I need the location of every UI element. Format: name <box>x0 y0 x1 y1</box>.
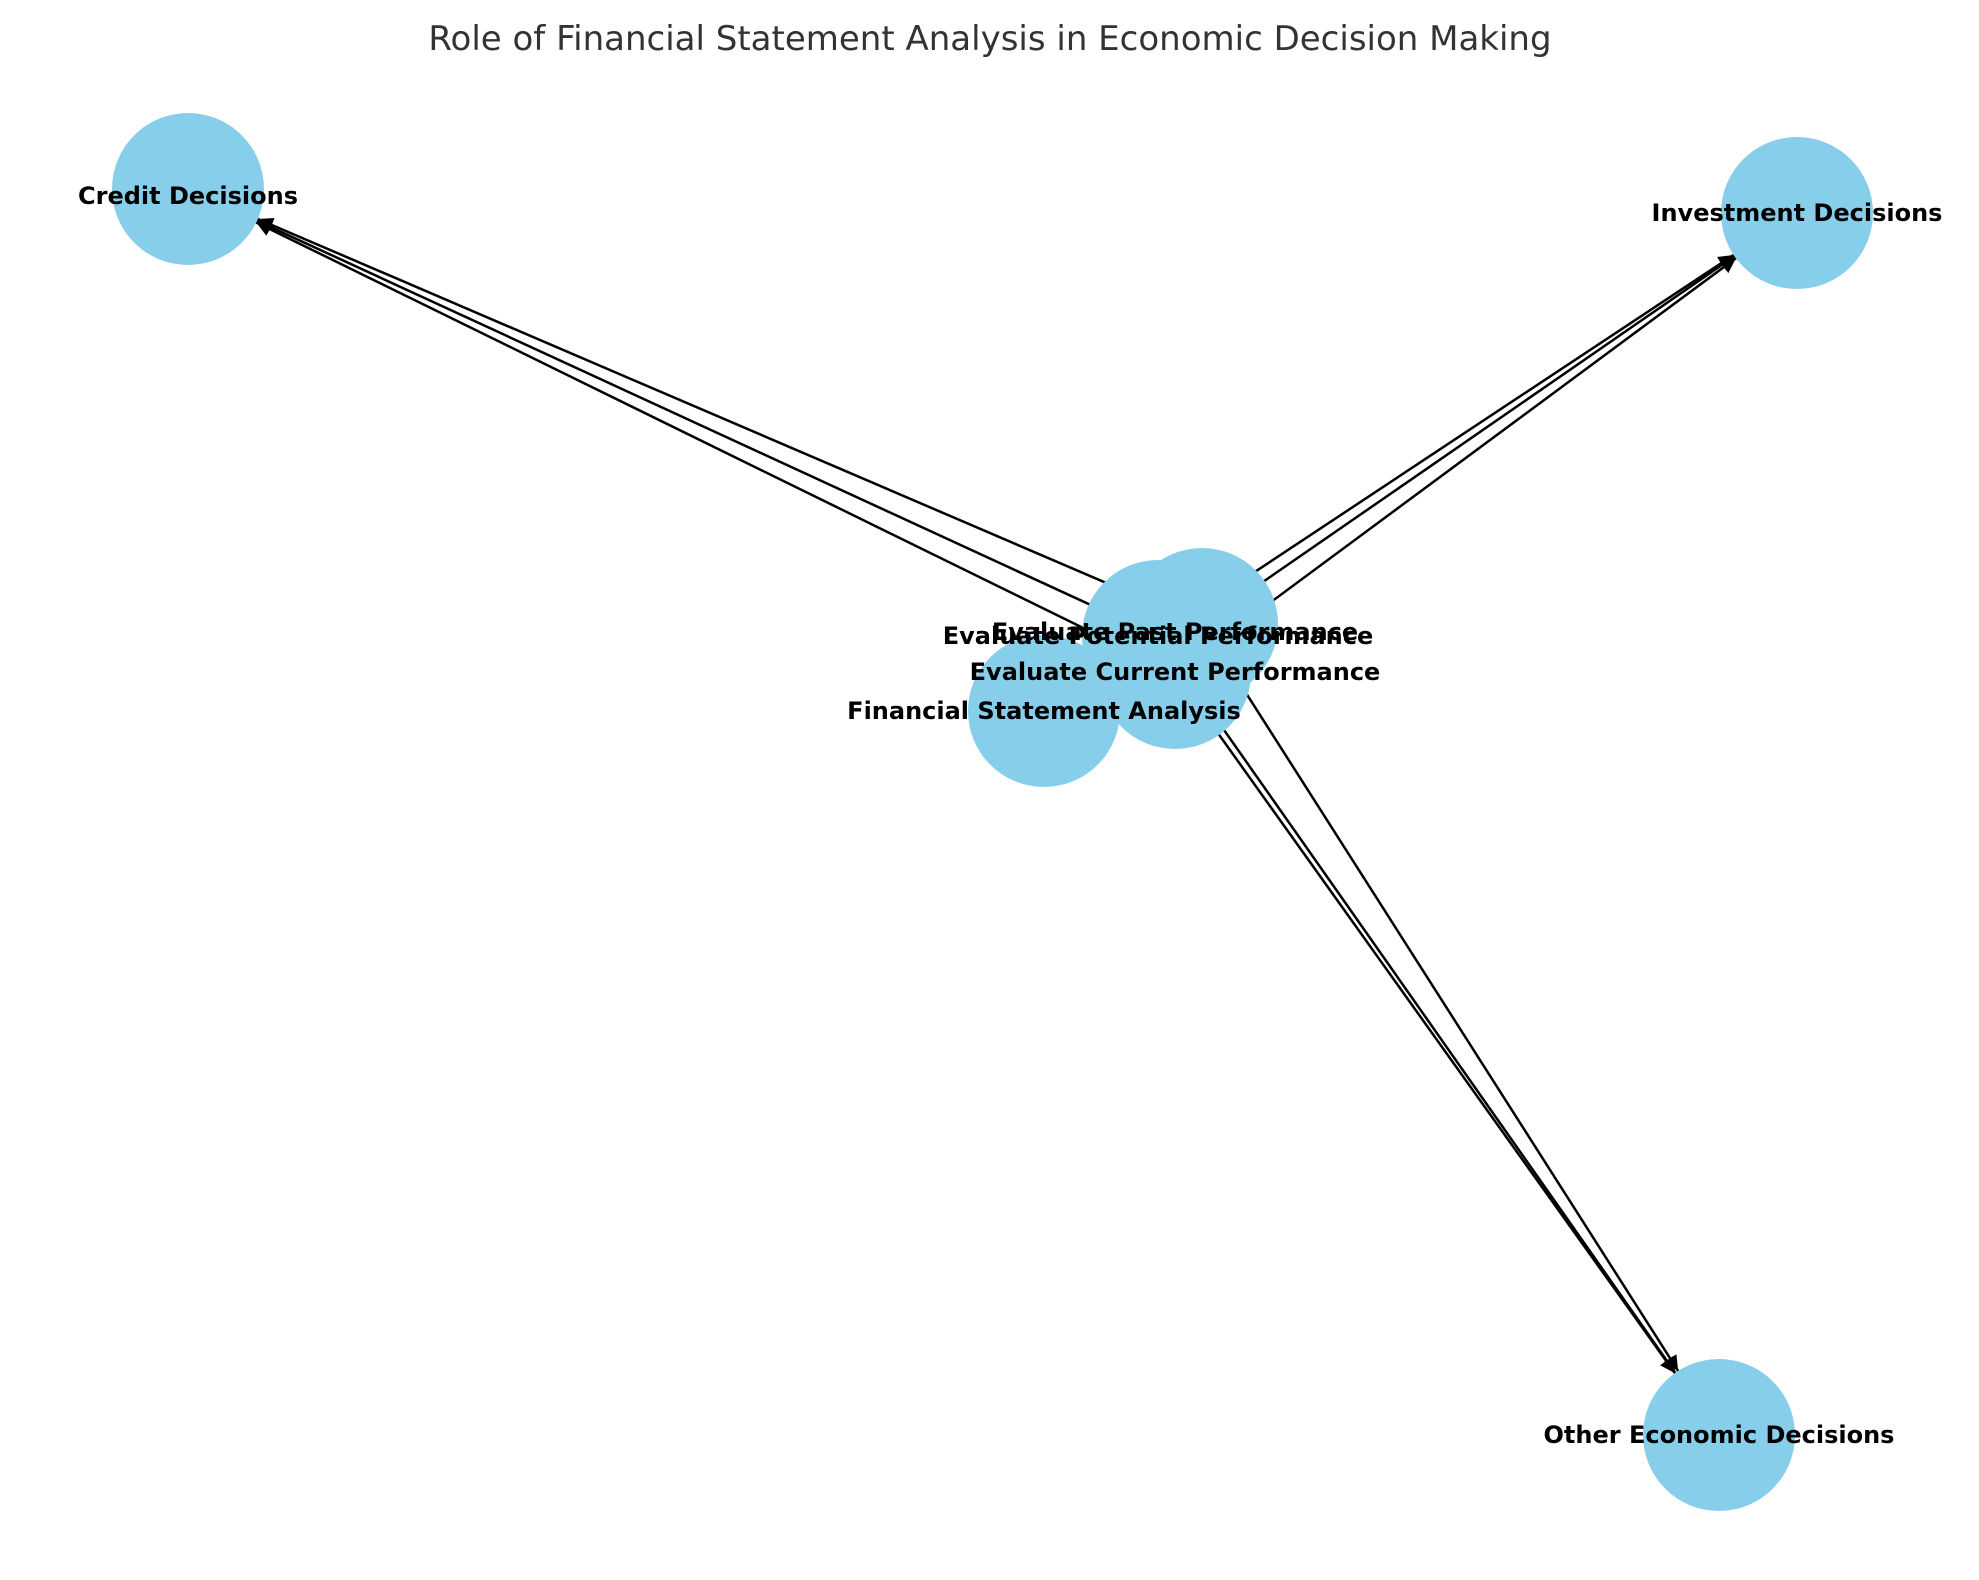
edge-potential-to-other <box>1156 635 1677 1374</box>
node-credit <box>112 113 264 265</box>
node-label-credit: Credit Decisions <box>78 182 298 210</box>
node-current <box>1099 597 1251 749</box>
node-investment <box>1721 137 1873 289</box>
nodes-layer <box>112 113 1873 1511</box>
edge-past-to-credit <box>257 217 1203 626</box>
node-label-fsa: Financial Statement Analysis <box>847 697 1241 725</box>
node-other <box>1643 1359 1795 1511</box>
node-fsa <box>968 635 1120 787</box>
edge-past-to-investment <box>1201 255 1736 626</box>
node-label-potential: Evaluate Potential Performance <box>943 622 1374 650</box>
edges-layer <box>255 217 1737 1374</box>
edge-current-to-other <box>1173 672 1676 1374</box>
node-label-investment: Investment Decisions <box>1652 199 1943 227</box>
edge-potential-to-credit <box>256 219 1159 638</box>
labels-layer: Financial Statement Analysis Evaluate Pot… <box>78 182 1942 1449</box>
edge-current-to-credit <box>255 221 1176 675</box>
diagram-title: Role of Financial Statement Analysis in … <box>428 19 1551 59</box>
node-label-past: Evaluate Past Performance <box>992 618 1358 646</box>
edge-past-to-other <box>1200 623 1680 1372</box>
node-label-other: Other Economic Decisions <box>1544 1421 1895 1449</box>
node-label-current: Evaluate Current Performance <box>970 658 1381 686</box>
